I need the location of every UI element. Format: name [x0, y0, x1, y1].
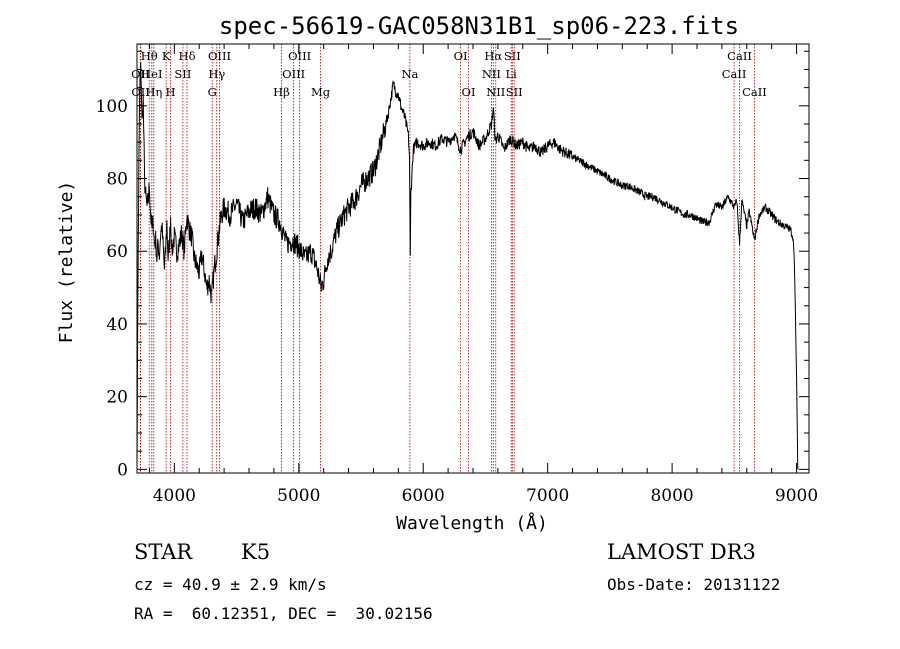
x-tick-label: 4000 — [153, 486, 196, 506]
spectral-line-label: Li — [506, 67, 518, 81]
spectral-line-label: Hγ — [208, 67, 225, 81]
spectral-line-label: SII — [174, 67, 191, 81]
coordinates: RA = 60.12351, DEC = 30.02156 — [134, 604, 433, 623]
spectral-line-label: Hθ — [141, 49, 158, 63]
spectral-line-label: K — [162, 49, 171, 63]
spectral-line-label: Hδ — [179, 49, 196, 63]
x-tick-label: 7000 — [526, 486, 569, 506]
spectral-line-label: Na — [401, 67, 418, 81]
spectral-line-label: OII — [131, 85, 150, 99]
x-tick-label: 5000 — [277, 486, 320, 506]
y-tick-label: 40 — [106, 315, 128, 335]
x-tick-label: 6000 — [402, 486, 445, 506]
y-tick-label: 0 — [117, 460, 128, 480]
y-tick-label: 80 — [106, 170, 128, 190]
obs-date: Obs-Date: 20131122 — [607, 575, 781, 594]
spectral-line-label: OIII — [208, 49, 231, 63]
spectral-line-label: HeI — [141, 67, 162, 81]
spectral-line-label: OIII — [288, 49, 311, 63]
spectral-line-label: CaII — [722, 67, 747, 81]
spectral-line-label: Hη — [145, 85, 162, 99]
spectral-line-label: OI — [462, 85, 476, 99]
spectral-line-label: OIII — [282, 67, 305, 81]
spectral-line-label: Hα — [484, 49, 502, 63]
spectral-line-label: CaII — [742, 85, 767, 99]
y-tick-label: 60 — [106, 242, 128, 262]
survey-name: LAMOST DR3 — [607, 540, 756, 564]
spectrum-line — [136, 62, 799, 470]
spectral-line-label: NII — [486, 85, 505, 99]
x-tick-label: 8000 — [650, 486, 693, 506]
y-axis-label: Flux (relative) — [56, 181, 77, 344]
x-axis-label: Wavelength (Å) — [396, 512, 548, 534]
chart-title: spec-56619-GAC058N31B1_sp06-223.fits — [219, 12, 739, 40]
spectral-line-label: H — [165, 85, 175, 99]
spectral-line-label: Mg — [311, 85, 331, 99]
redshift-value: cz = 40.9 ± 2.9 km/s — [134, 575, 327, 594]
spectral-line-label: NII — [482, 67, 501, 81]
x-tick-label: 9000 — [775, 486, 818, 506]
spectral-line-label: SII — [504, 49, 521, 63]
object-class: STAR — [134, 540, 193, 564]
object-subclass: K5 — [241, 540, 271, 564]
spectral-line-label: SII — [506, 85, 523, 99]
spectral-line-label: CaII — [727, 49, 752, 63]
y-tick-label: 100 — [96, 97, 128, 117]
spectral-line-label: Hβ — [273, 85, 290, 99]
axis-ticks: 4000 5000 6000 7000 8000 9000 0 20 40 60 80 100 — [96, 44, 818, 506]
plot-frame — [136, 43, 810, 474]
spectral-line-label: G — [208, 85, 217, 99]
spectral-line-label: OI — [454, 49, 468, 63]
y-tick-label: 20 — [106, 388, 128, 408]
